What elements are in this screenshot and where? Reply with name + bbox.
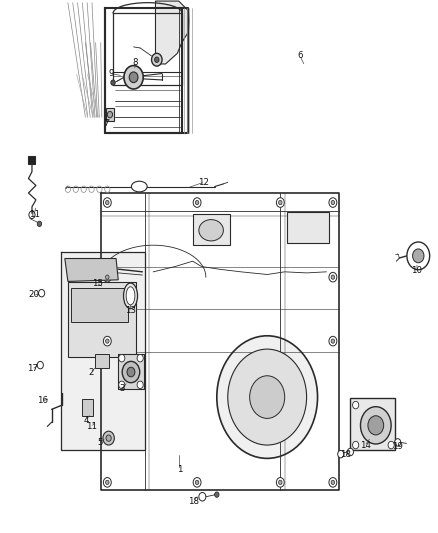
Text: 9: 9	[108, 69, 113, 78]
Text: 18: 18	[188, 497, 199, 505]
Text: 15: 15	[92, 279, 103, 288]
Circle shape	[106, 435, 111, 441]
Text: 3: 3	[120, 384, 125, 392]
Circle shape	[329, 198, 337, 207]
Bar	[71, 288, 128, 322]
Circle shape	[103, 431, 114, 445]
Circle shape	[137, 381, 143, 389]
Circle shape	[329, 336, 337, 346]
Circle shape	[331, 339, 335, 343]
Text: 20: 20	[28, 290, 40, 298]
Text: 14: 14	[360, 441, 371, 449]
Circle shape	[103, 478, 111, 487]
Circle shape	[106, 200, 109, 205]
Circle shape	[413, 249, 424, 263]
Text: 11: 11	[28, 210, 40, 219]
Circle shape	[137, 354, 143, 362]
Bar	[287, 212, 328, 243]
Bar	[95, 354, 109, 368]
Circle shape	[331, 200, 335, 205]
Circle shape	[127, 367, 135, 377]
Circle shape	[124, 66, 143, 89]
Bar	[28, 156, 35, 164]
Text: 2: 2	[88, 368, 94, 376]
Circle shape	[250, 376, 285, 418]
Circle shape	[106, 275, 109, 279]
Circle shape	[39, 289, 45, 297]
Circle shape	[119, 354, 125, 362]
Polygon shape	[61, 252, 145, 450]
Circle shape	[329, 478, 337, 487]
Circle shape	[215, 492, 219, 497]
Circle shape	[347, 448, 353, 456]
Circle shape	[353, 441, 359, 449]
Ellipse shape	[126, 287, 135, 305]
Circle shape	[129, 72, 138, 83]
Circle shape	[103, 272, 111, 282]
Text: 18: 18	[339, 450, 351, 458]
Circle shape	[395, 439, 401, 446]
Text: 4: 4	[83, 416, 88, 424]
Ellipse shape	[199, 220, 223, 241]
Text: 19: 19	[392, 442, 403, 451]
Circle shape	[338, 450, 344, 458]
Circle shape	[107, 111, 113, 118]
Bar	[193, 214, 230, 245]
Bar	[82, 399, 93, 416]
Circle shape	[195, 480, 199, 484]
Circle shape	[279, 200, 282, 205]
Text: 5: 5	[97, 438, 102, 447]
Circle shape	[193, 478, 201, 487]
Text: 7: 7	[103, 119, 109, 128]
Circle shape	[331, 275, 335, 279]
Circle shape	[37, 361, 43, 369]
Text: 6: 6	[297, 52, 303, 60]
Text: 12: 12	[198, 178, 209, 187]
Circle shape	[407, 242, 430, 270]
Bar	[350, 398, 395, 450]
Circle shape	[279, 480, 282, 484]
Circle shape	[199, 492, 206, 501]
Circle shape	[195, 200, 199, 205]
Circle shape	[331, 480, 335, 484]
Circle shape	[106, 480, 109, 484]
Circle shape	[103, 336, 111, 346]
Circle shape	[111, 80, 115, 85]
Ellipse shape	[124, 283, 138, 309]
Circle shape	[37, 221, 42, 227]
Text: 17: 17	[27, 365, 39, 373]
Circle shape	[103, 198, 111, 207]
Text: 10: 10	[411, 266, 423, 275]
Circle shape	[329, 272, 337, 282]
Circle shape	[368, 416, 384, 435]
Circle shape	[360, 407, 391, 444]
Circle shape	[353, 401, 359, 409]
Circle shape	[388, 441, 394, 449]
Circle shape	[106, 339, 109, 343]
Polygon shape	[155, 1, 189, 64]
Circle shape	[276, 198, 284, 207]
Circle shape	[228, 349, 307, 445]
Circle shape	[152, 53, 162, 66]
Bar	[118, 354, 144, 389]
Text: 1: 1	[177, 465, 182, 473]
Circle shape	[276, 478, 284, 487]
Circle shape	[193, 198, 201, 207]
Text: 11: 11	[86, 422, 98, 431]
Text: 13: 13	[125, 306, 136, 314]
Polygon shape	[65, 259, 118, 281]
Text: 16: 16	[37, 397, 49, 405]
Circle shape	[155, 57, 159, 62]
Bar	[68, 282, 136, 357]
Circle shape	[119, 381, 125, 389]
Circle shape	[217, 336, 318, 458]
Ellipse shape	[131, 181, 147, 192]
Circle shape	[122, 361, 140, 383]
Bar	[106, 108, 114, 121]
Text: 8: 8	[132, 59, 138, 67]
